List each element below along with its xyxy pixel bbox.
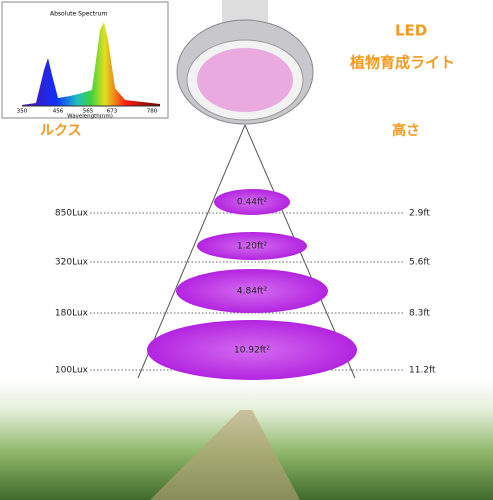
leds xyxy=(197,48,293,112)
light-area xyxy=(214,189,290,215)
title: LED xyxy=(395,22,427,40)
light-area xyxy=(197,232,307,260)
area-label: 4.84ft² xyxy=(237,287,268,297)
light-area xyxy=(147,320,357,380)
x-tick: 565 xyxy=(83,109,94,115)
area-label: 1.20ft² xyxy=(237,242,268,252)
x-tick: 673 xyxy=(107,109,118,115)
area-label: 10.92ft² xyxy=(234,346,270,356)
x-tick: 780 xyxy=(147,109,158,115)
x-tick: 456 xyxy=(53,109,64,115)
right-label: 高さ xyxy=(392,122,420,139)
lux-label: 850Lux xyxy=(55,209,89,219)
light-area xyxy=(176,269,328,313)
height-label: 11.2ft xyxy=(409,366,436,376)
path xyxy=(150,410,300,500)
spectrum-title: Absolute Spectrum xyxy=(50,11,107,18)
area-label: 0.44ft² xyxy=(237,198,268,208)
height-label: 8.3ft xyxy=(409,309,430,319)
subtitle: 植物育成ライト xyxy=(350,54,455,72)
lux-label: 320Lux xyxy=(55,258,89,268)
x-label: Wavelength(nm) xyxy=(67,114,113,120)
height-label: 2.9ft xyxy=(409,209,430,219)
left-label: ルクス xyxy=(40,123,82,139)
x-tick: 350 xyxy=(17,109,28,115)
lux-label: 100Lux xyxy=(55,366,89,376)
height-label: 5.6ft xyxy=(409,258,430,268)
lux-label: 180Lux xyxy=(55,309,89,319)
